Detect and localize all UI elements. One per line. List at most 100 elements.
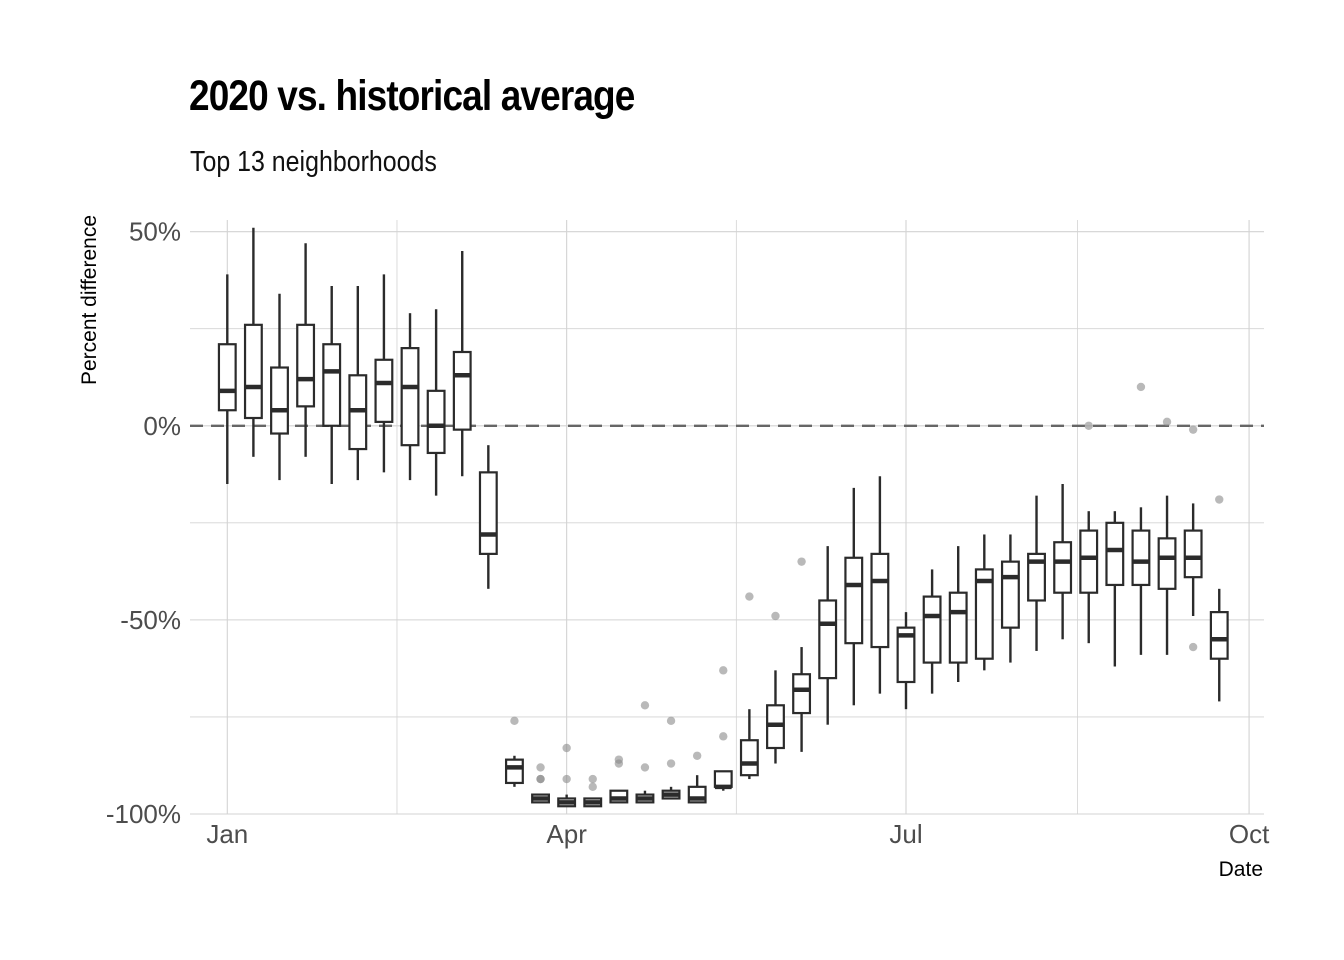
box-outlier bbox=[719, 666, 728, 675]
box bbox=[687, 751, 707, 804]
x-tick-label: Apr bbox=[546, 819, 587, 849]
box bbox=[1183, 425, 1203, 652]
grid-lines bbox=[190, 220, 1264, 815]
box-body bbox=[452, 350, 472, 431]
y-tick-label: 50% bbox=[129, 217, 181, 247]
box-body bbox=[896, 626, 916, 684]
box-body bbox=[713, 770, 733, 788]
box-outlier bbox=[1162, 417, 1172, 427]
box bbox=[504, 716, 524, 787]
box bbox=[1105, 511, 1125, 667]
box bbox=[1157, 417, 1177, 655]
box-outlier bbox=[1084, 421, 1093, 430]
box bbox=[635, 701, 655, 804]
box-body bbox=[1157, 537, 1177, 590]
box bbox=[739, 592, 759, 780]
box bbox=[1053, 484, 1073, 640]
box bbox=[1131, 382, 1151, 655]
y-axis-label: Percent difference bbox=[78, 215, 101, 385]
box-body bbox=[1053, 541, 1073, 594]
box-body bbox=[818, 599, 838, 680]
chart-subtitle: Top 13 neighborhoods bbox=[190, 146, 437, 178]
box-body bbox=[948, 591, 968, 664]
box-outlier bbox=[771, 611, 780, 621]
box-body bbox=[870, 552, 890, 649]
box-outlier bbox=[797, 557, 806, 566]
box-body bbox=[426, 389, 446, 455]
box bbox=[270, 293, 289, 481]
box-outlier bbox=[745, 592, 754, 601]
box-body bbox=[792, 673, 812, 715]
box-body bbox=[296, 323, 316, 408]
box-outlier bbox=[536, 763, 545, 772]
y-axis-ticks: 50% 0% -50% -100% bbox=[106, 217, 181, 829]
box-body bbox=[504, 758, 524, 785]
box bbox=[870, 476, 890, 694]
box bbox=[217, 274, 237, 484]
box bbox=[766, 611, 785, 764]
box-body bbox=[739, 739, 759, 777]
box-outlier bbox=[1188, 425, 1198, 434]
box bbox=[400, 313, 420, 481]
box bbox=[844, 487, 864, 706]
box-body bbox=[270, 366, 289, 435]
box bbox=[896, 612, 916, 710]
box-outlier bbox=[640, 701, 650, 710]
x-axis-label: Date bbox=[1219, 858, 1263, 881]
box-body bbox=[1079, 529, 1099, 594]
box-outlier bbox=[719, 732, 728, 741]
box bbox=[948, 546, 968, 682]
box-body bbox=[1000, 560, 1020, 629]
box-outlier bbox=[692, 751, 702, 760]
box bbox=[1209, 495, 1229, 702]
x-tick-label: Jan bbox=[206, 819, 248, 849]
box-body bbox=[478, 471, 498, 555]
box bbox=[374, 274, 394, 473]
box-body bbox=[974, 568, 994, 660]
y-tick-label: 0% bbox=[143, 411, 181, 441]
box-outlier bbox=[614, 759, 624, 768]
box-body bbox=[217, 343, 237, 412]
box bbox=[609, 755, 629, 804]
box-outlier bbox=[1215, 495, 1224, 504]
box-series bbox=[217, 227, 1229, 808]
box bbox=[452, 251, 472, 477]
box bbox=[818, 546, 838, 725]
box bbox=[531, 763, 550, 804]
box-body bbox=[1027, 552, 1046, 602]
box bbox=[322, 286, 342, 484]
box-outlier bbox=[588, 782, 597, 792]
box bbox=[974, 534, 994, 671]
box bbox=[713, 666, 733, 791]
box-body bbox=[1183, 529, 1203, 579]
box bbox=[661, 716, 681, 800]
box-body bbox=[374, 358, 394, 423]
box-body bbox=[844, 556, 864, 645]
box-body bbox=[243, 323, 263, 420]
box bbox=[348, 286, 368, 481]
box-outlier bbox=[562, 743, 571, 753]
box-outlier bbox=[666, 759, 676, 768]
y-tick-label: -50% bbox=[120, 605, 181, 635]
box bbox=[792, 557, 812, 752]
box bbox=[1079, 421, 1099, 644]
box-body bbox=[1131, 529, 1151, 587]
box bbox=[426, 309, 446, 496]
x-tick-label: Oct bbox=[1229, 819, 1270, 849]
box-outlier bbox=[562, 774, 571, 784]
box-body bbox=[400, 347, 420, 447]
box-outlier bbox=[1188, 642, 1198, 652]
box-outlier bbox=[640, 763, 650, 772]
box bbox=[243, 227, 263, 457]
y-tick-label: -100% bbox=[106, 799, 181, 829]
box-body bbox=[1105, 521, 1125, 587]
box bbox=[557, 743, 577, 808]
box bbox=[922, 569, 942, 694]
box-outlier bbox=[666, 716, 676, 726]
box bbox=[1027, 495, 1046, 651]
box bbox=[583, 774, 603, 808]
box bbox=[478, 445, 498, 589]
x-tick-label: Jul bbox=[889, 819, 922, 849]
box-outlier bbox=[588, 774, 597, 784]
